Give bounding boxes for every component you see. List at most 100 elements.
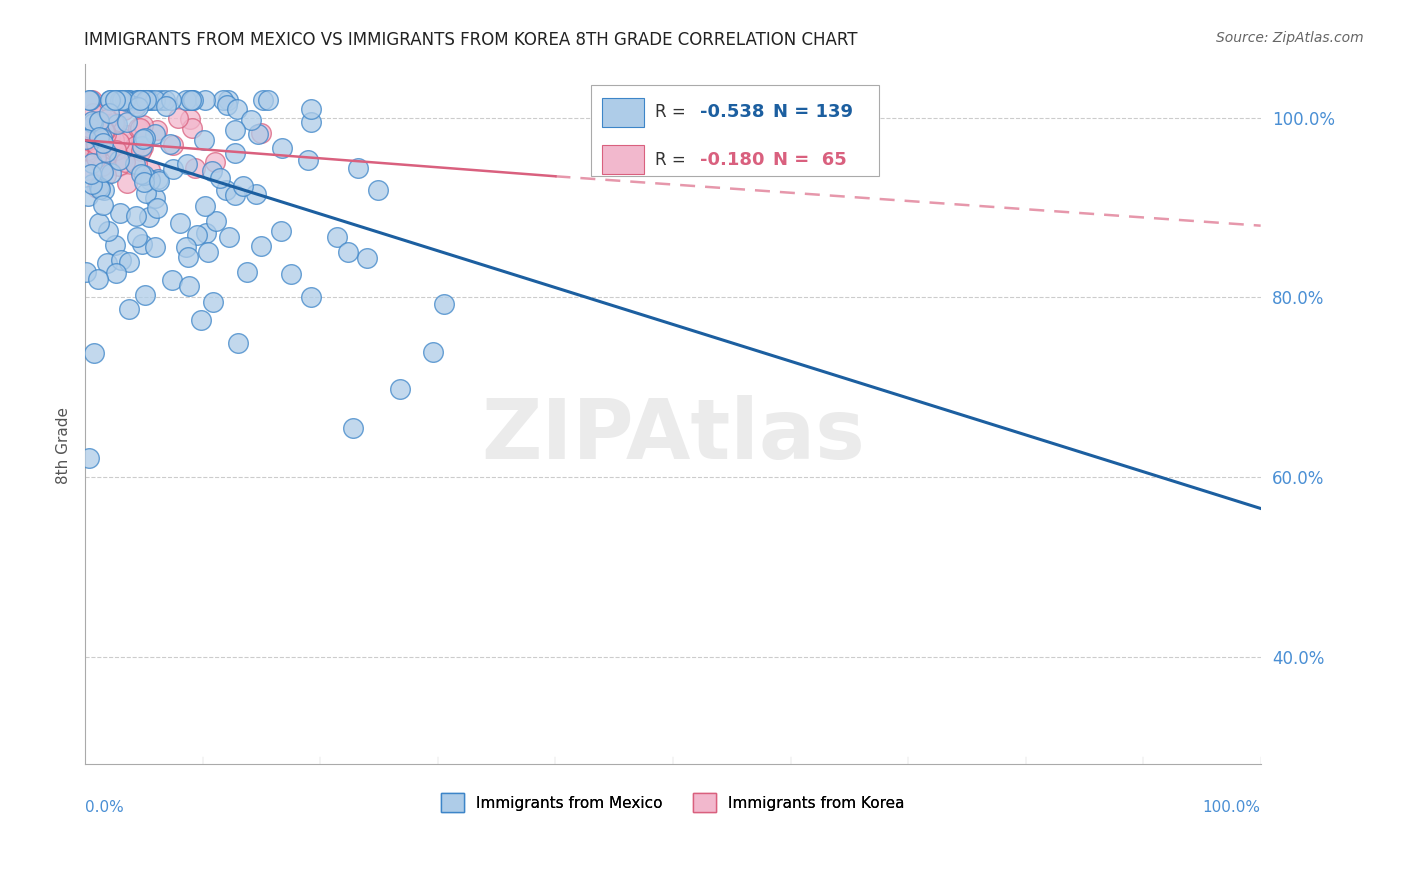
Point (108, 153, 131, 167)
Point (271, 141, 294, 155)
Point (197, 245, 219, 260)
Point (82, 114, 104, 128)
Point (224, 187, 246, 202)
Point (228, 336, 250, 351)
Point (87, 179, 110, 194)
Point (204, 154, 226, 169)
Point (240, 113, 263, 128)
Point (181, 93, 204, 107)
Point (96, 127, 118, 141)
Point (91, 116, 114, 130)
Point (90, 138, 112, 153)
Point (132, 169, 155, 183)
Point (129, 144, 152, 158)
Text: ZIPAtlas: ZIPAtlas (481, 394, 865, 475)
Text: 100.0%: 100.0% (1202, 800, 1261, 815)
Point (367, 183, 389, 197)
Point (299, 115, 322, 129)
Point (91, 131, 114, 145)
Point (94, 124, 117, 138)
Point (139, 162, 162, 177)
Point (129, 120, 152, 135)
Point (139, 93, 162, 107)
Point (134, 287, 156, 301)
Point (132, 118, 155, 132)
Point (249, 239, 271, 253)
Point (97, 117, 120, 131)
Point (87, 130, 110, 145)
Point (162, 137, 184, 152)
Point (131, 237, 153, 252)
Point (186, 228, 208, 243)
Point (128, 93, 150, 107)
Point (217, 93, 239, 107)
Point (184, 161, 207, 175)
Point (146, 172, 169, 186)
Point (299, 102, 322, 116)
Point (135, 186, 157, 201)
Point (117, 93, 139, 107)
Point (82, 116, 104, 130)
Point (103, 116, 125, 130)
Point (138, 210, 160, 224)
Point (80, 178, 103, 192)
Point (90, 159, 112, 173)
Point (79, 93, 101, 107)
Point (212, 93, 235, 107)
Point (433, 296, 456, 310)
Point (389, 382, 412, 396)
Point (195, 227, 218, 241)
Point (129, 139, 152, 153)
Point (101, 117, 124, 131)
Point (214, 183, 236, 197)
Point (100, 119, 122, 133)
Point (149, 93, 172, 107)
Point (160, 273, 183, 287)
Point (125, 230, 148, 244)
Point (94, 145, 117, 159)
Point (270, 224, 292, 238)
Point (299, 290, 322, 304)
Point (83, 346, 105, 360)
Point (297, 153, 319, 167)
Point (232, 179, 254, 194)
Point (89, 113, 111, 128)
Point (215, 98, 238, 112)
Point (100, 166, 122, 180)
Point (159, 136, 181, 151)
Point (76, 132, 98, 146)
Point (129, 93, 152, 107)
FancyBboxPatch shape (602, 98, 644, 127)
Point (139, 173, 162, 187)
Point (280, 267, 302, 281)
Point (224, 123, 246, 137)
Point (117, 128, 139, 143)
Point (98, 106, 121, 120)
Point (96, 256, 118, 270)
Point (77, 450, 100, 465)
Point (193, 133, 215, 147)
Point (90, 128, 112, 142)
Point (77, 93, 100, 107)
Point (108, 206, 131, 220)
Point (160, 93, 183, 107)
Point (118, 255, 141, 269)
Point (103, 130, 125, 145)
Point (342, 421, 364, 435)
Point (76, 189, 98, 203)
Point (104, 93, 127, 107)
Point (194, 199, 217, 213)
Point (257, 93, 280, 107)
Point (80, 156, 103, 170)
Point (76, 144, 98, 158)
Point (103, 133, 125, 147)
Point (176, 157, 198, 171)
Point (114, 155, 136, 169)
Text: N =  65: N = 65 (773, 151, 846, 169)
Point (90, 118, 112, 132)
Point (93, 183, 115, 197)
Point (169, 215, 191, 229)
Point (337, 244, 360, 259)
Point (91, 165, 114, 179)
Point (118, 302, 141, 317)
